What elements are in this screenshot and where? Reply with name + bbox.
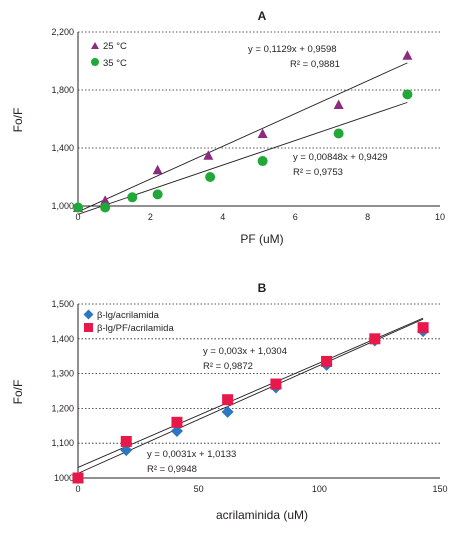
x-tick-label: 4: [220, 212, 225, 222]
chart-b-x-axis-label: acrilaminida (uM): [216, 508, 308, 522]
chart-b: B 1000 1,100 1,200 1,300 1,400 1,500 0 50 100 15…: [11, 281, 448, 522]
y-tick-label: 1000: [54, 473, 74, 483]
chart-b-trendlines: [77, 317, 424, 474]
data-point-series-0: [170, 425, 183, 438]
data-point-series-0: [120, 444, 133, 457]
data-point-series-0: [100, 195, 111, 205]
chart-a-legend-label-35c: 35 °C: [103, 58, 127, 69]
chart-a: A 1,000 1,400 1,800 2,200 0 2 4 6 8 10 PF (uM) F…: [11, 9, 445, 246]
x-tick-label: 50: [194, 484, 204, 494]
data-point-series-0: [257, 128, 268, 138]
trendline-series-0: [77, 62, 408, 213]
y-tick-label: 1,200: [51, 403, 74, 413]
chart-b-r2-1: R² = 0,9948: [147, 464, 197, 475]
data-point-series-1: [120, 435, 132, 447]
data-point-series-1: [72, 472, 84, 484]
x-tick-label: 100: [312, 484, 327, 494]
chart-a-r2-35c: R² = 0,9753: [293, 167, 343, 178]
chart-a-gridlines: [78, 31, 440, 149]
data-point-series-0: [152, 164, 163, 175]
x-tick-label: 0: [75, 484, 80, 494]
chart-a-y-tick-labels: 1,000 1,400 1,800 2,200: [51, 27, 74, 211]
legend-circle-marker: [91, 58, 99, 66]
x-tick-label: 2: [148, 212, 153, 222]
data-point-series-1: [417, 322, 429, 334]
data-point-series-0: [203, 150, 214, 160]
chart-a-trendlines: [77, 62, 408, 215]
chart-a-x-axis-label: PF (uM): [240, 232, 283, 246]
chart-a-equation-35c: y = 0,00848x + 0,9429: [293, 152, 388, 163]
x-tick-label: 8: [365, 212, 370, 222]
chart-a-legend-label-25c: 25 °C: [103, 41, 127, 52]
data-point-series-1: [333, 128, 344, 139]
chart-a-data-points: [73, 50, 413, 213]
chart-a-x-tick-labels: 0 2 4 6 8 10: [75, 212, 445, 222]
data-point-series-1: [257, 156, 268, 167]
chart-b-legend: β-lg/acrilamida β-lg/PF/acrilamida: [83, 309, 174, 334]
x-tick-label: 10: [435, 212, 445, 222]
chart-b-equation-2: y = 0,003x + 1,0304: [203, 346, 287, 357]
legend-triangle-marker: [91, 42, 99, 49]
chart-b-r2-2: R² = 0,9872: [203, 361, 253, 372]
chart-b-legend-label-2: β-lg/PF/acrilamida: [97, 323, 174, 334]
trendline-series-1: [77, 317, 424, 468]
x-tick-label: 6: [293, 212, 298, 222]
data-point-series-0: [402, 50, 413, 60]
data-point-series-1: [222, 394, 234, 406]
data-point-series-1: [321, 355, 333, 367]
y-tick-label: 2,200: [51, 27, 74, 37]
chart-a-title: A: [258, 9, 267, 23]
chart-a-y-axis-label: Fo/F: [11, 108, 25, 133]
data-point-series-1: [270, 378, 282, 390]
chart-b-title: B: [258, 281, 267, 295]
y-tick-label: 1,300: [51, 369, 74, 379]
chart-b-y-axis-label: Fo/F: [11, 380, 25, 405]
legend-diamond-marker: [83, 309, 94, 320]
x-tick-label: 150: [432, 484, 447, 494]
chart-a-r2-25c: R² = 0,9881: [290, 59, 340, 70]
chart-b-legend-label-1: β-lg/acrilamida: [97, 310, 160, 321]
data-point-series-1: [152, 189, 163, 200]
y-tick-label: 1,400: [51, 334, 74, 344]
chart-b-data-points: [72, 322, 430, 484]
data-point-series-0: [333, 99, 344, 109]
y-tick-label: 1,500: [51, 299, 74, 309]
chart-a-equation-25c: y = 0,1129x + 0,9598: [248, 44, 337, 55]
data-point-series-1: [205, 172, 216, 182]
x-tick-label: 0: [75, 212, 80, 222]
data-point-series-0: [221, 405, 234, 418]
data-point-series-1: [127, 192, 138, 203]
chart-b-equation-1: y = 0,0031x + 1,0133: [147, 449, 236, 460]
data-point-series-1: [171, 416, 183, 428]
y-tick-label: 1,100: [51, 438, 74, 448]
y-tick-label: 1,800: [51, 85, 74, 95]
y-tick-label: 1,400: [51, 143, 74, 153]
data-point-series-1: [369, 333, 381, 345]
chart-a-legend: 25 °C 35 °C: [91, 41, 127, 69]
data-point-series-1: [73, 202, 83, 213]
data-point-series-1: [100, 202, 111, 213]
trendline-series-0: [77, 318, 424, 474]
data-point-series-1: [402, 89, 413, 100]
chart-b-x-tick-labels: 0 50 100 150: [75, 484, 447, 494]
y-tick-label: 1,000: [51, 201, 74, 211]
legend-square-marker: [84, 323, 93, 332]
chart-b-y-tick-labels: 1000 1,100 1,200 1,300 1,400 1,500: [51, 299, 74, 483]
